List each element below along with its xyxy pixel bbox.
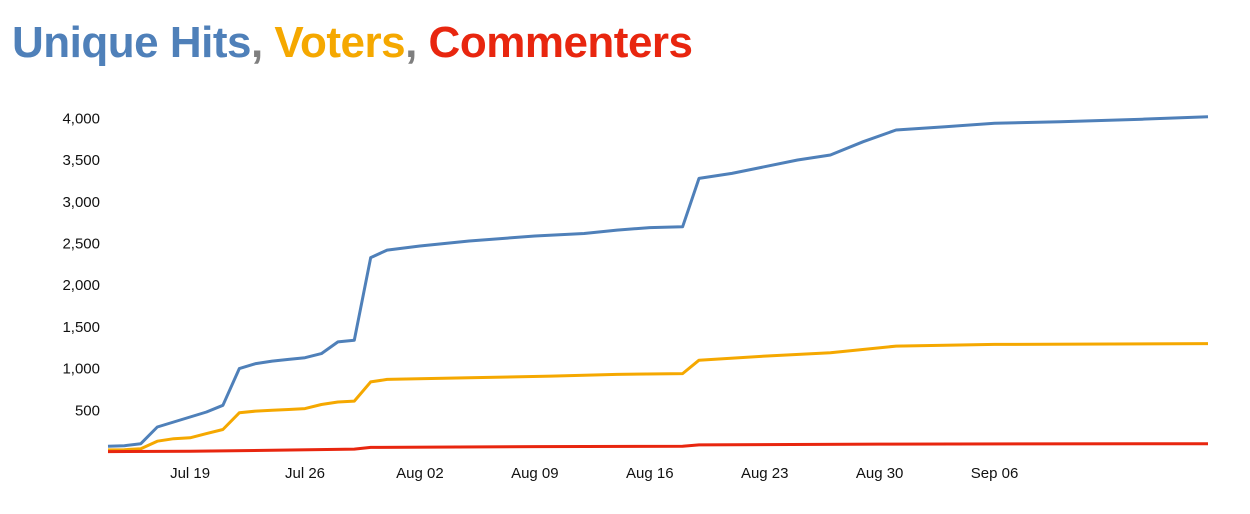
title-commenters: Commenters — [428, 18, 693, 67]
x-axis: Jul 19 Jul 26 Aug 02 Aug 09 Aug 16 Aug 23 Aug … — [170, 465, 1018, 482]
x-tick-label: Sep 06 — [971, 465, 1019, 482]
y-tick-label: 500 — [75, 402, 100, 419]
series-line-unique-hits — [107, 115, 1209, 448]
y-tick-label: 2,000 — [62, 277, 100, 294]
x-tick-label: Jul 26 — [285, 465, 325, 482]
x-tick-label: Aug 09 — [511, 465, 559, 482]
series-lines — [107, 115, 1209, 454]
y-tick-label: 3,500 — [62, 152, 100, 169]
y-tick-label: 1,000 — [62, 361, 100, 378]
title-voters: Voters — [274, 18, 406, 67]
x-tick-label: Jul 19 — [170, 465, 210, 482]
y-axis: 500 1,000 1,500 2,000 2,500 3,000 3,500 4,000 — [62, 110, 100, 419]
y-tick-label: 4,000 — [62, 110, 100, 127]
title-separator: , — [405, 18, 429, 67]
chart-title: Unique Hits, Voters, Commenters — [12, 18, 693, 68]
x-tick-label: Aug 30 — [856, 465, 904, 482]
x-tick-label: Aug 02 — [396, 465, 444, 482]
title-separator: , — [250, 18, 275, 67]
series-line-commenters — [107, 442, 1209, 454]
title-unique-hits: Unique Hits — [12, 18, 251, 67]
x-tick-label: Aug 23 — [741, 465, 789, 482]
y-tick-label: 3,000 — [62, 194, 100, 211]
series-line-voters — [107, 342, 1209, 452]
x-tick-label: Aug 16 — [626, 465, 674, 482]
y-tick-label: 1,500 — [62, 319, 100, 336]
y-tick-label: 2,500 — [62, 235, 100, 252]
